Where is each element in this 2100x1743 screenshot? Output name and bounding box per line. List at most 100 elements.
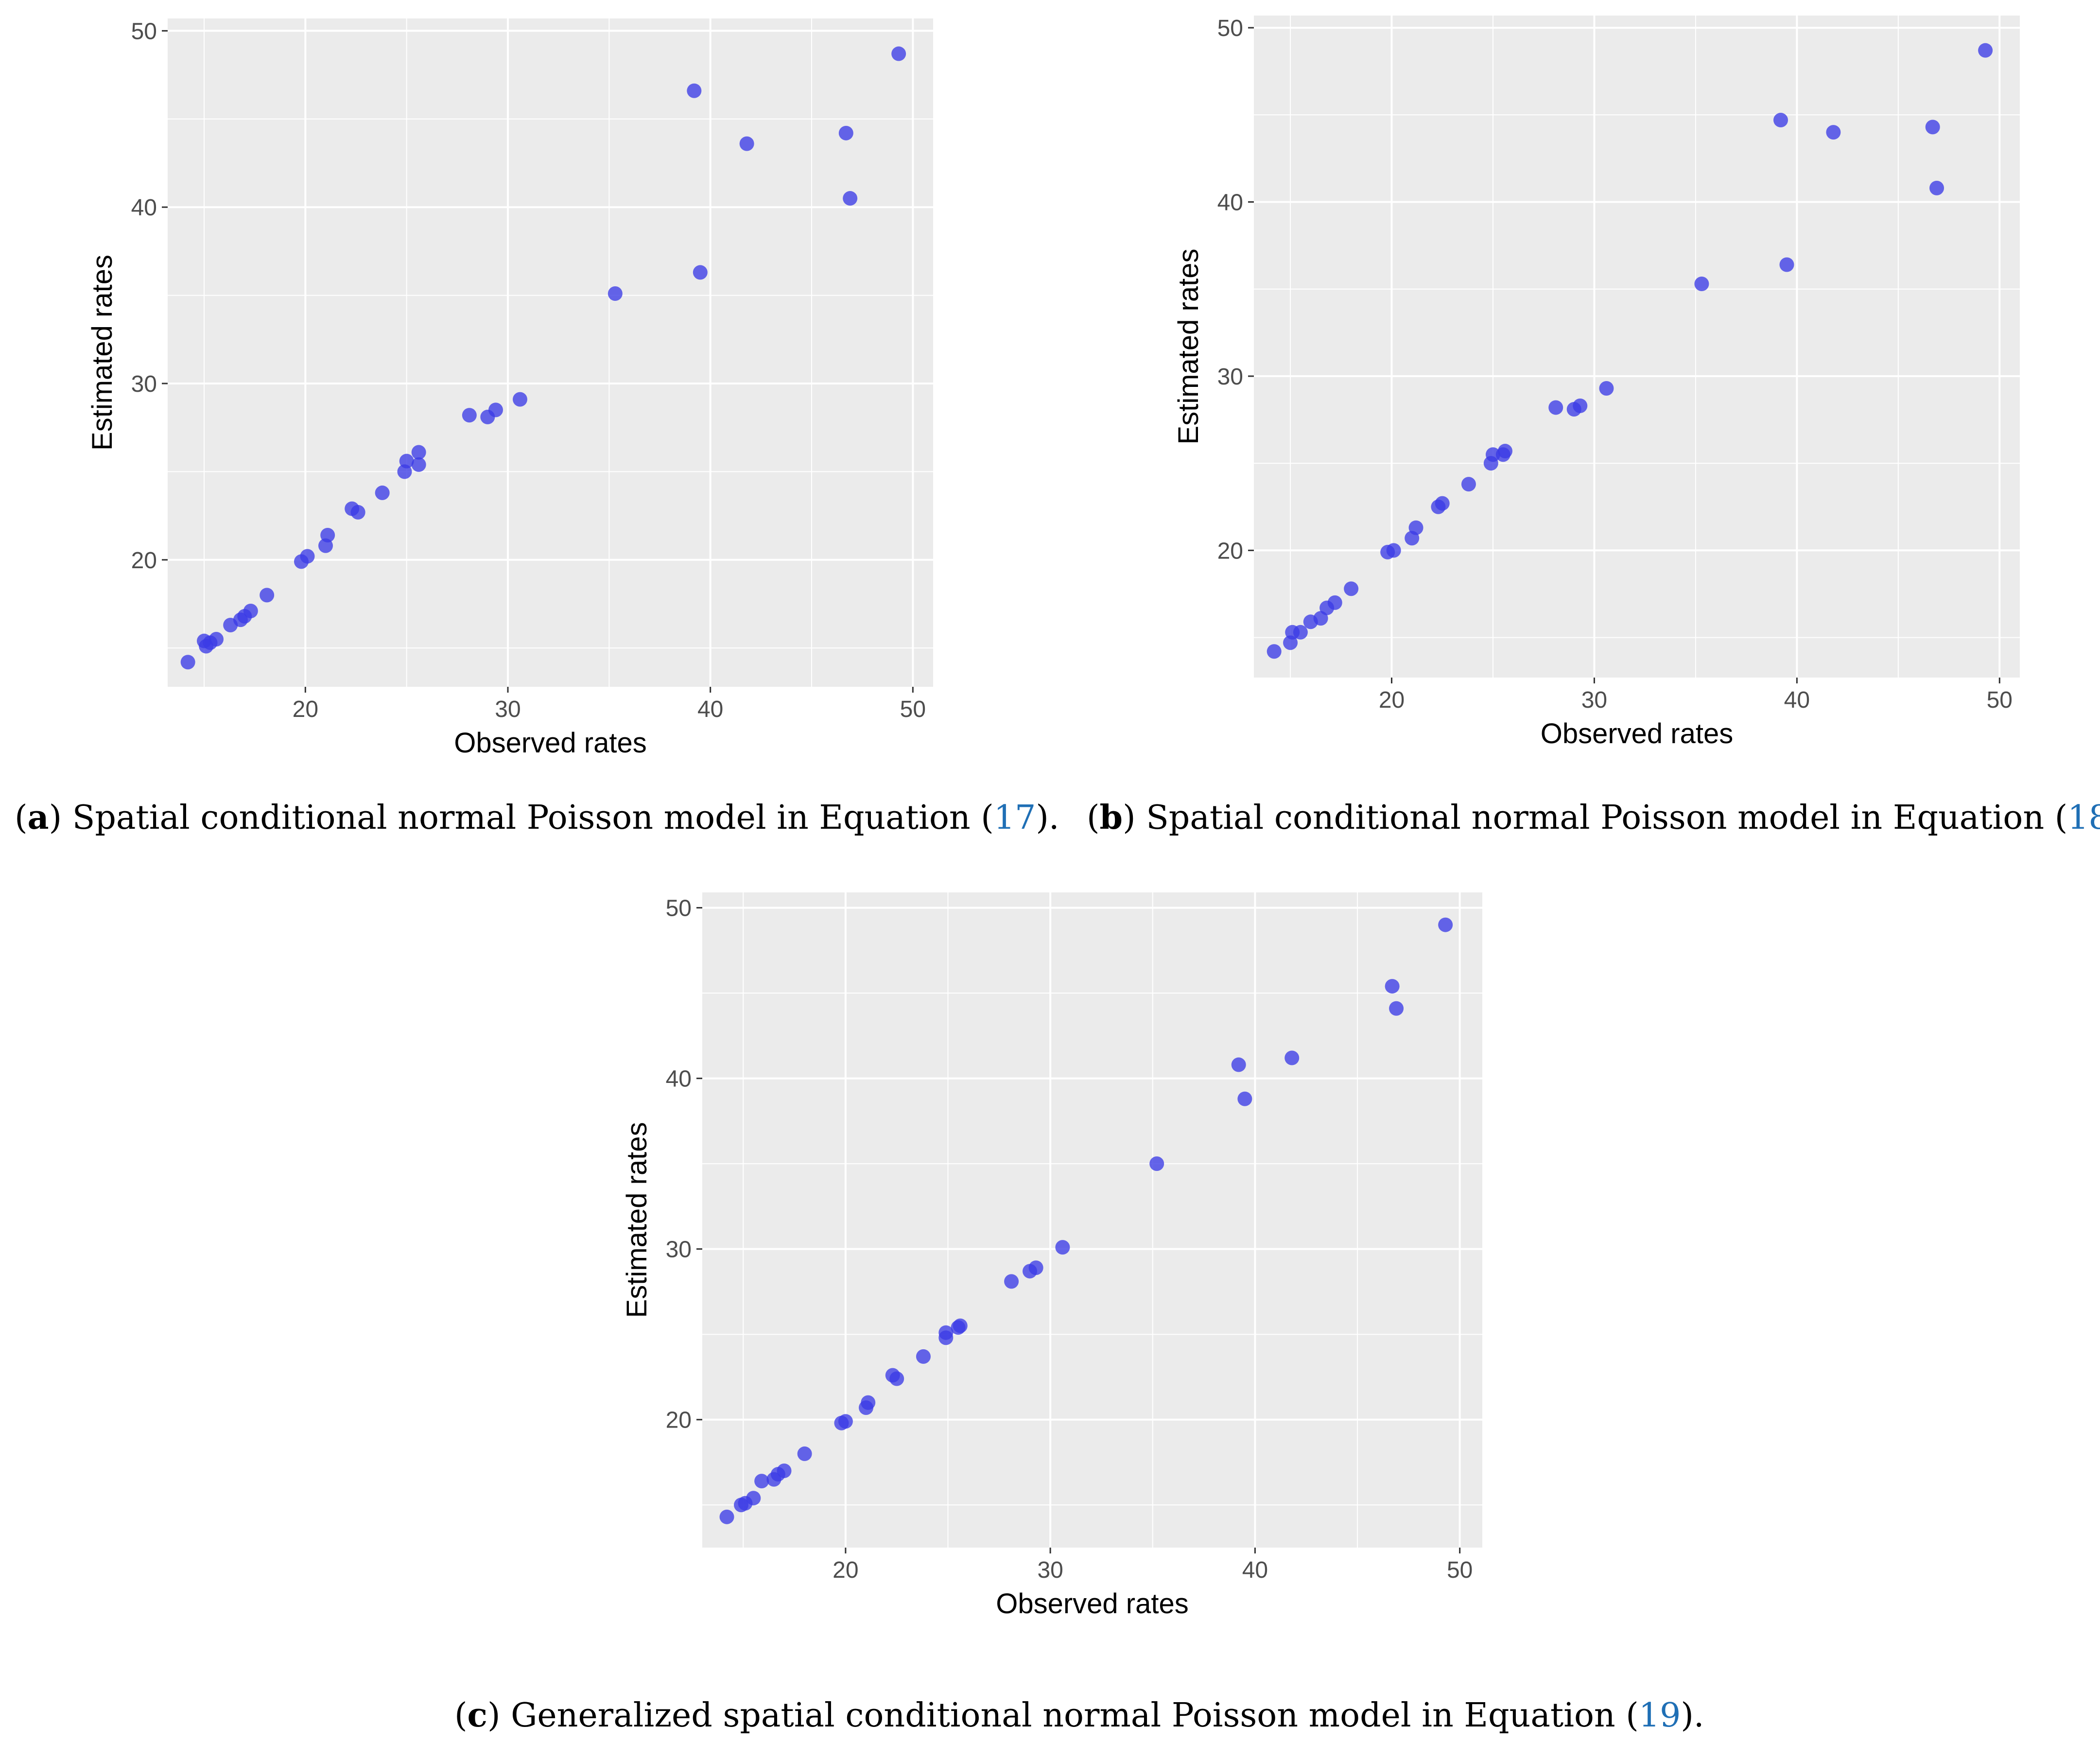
data-point <box>843 191 858 206</box>
data-point <box>754 1474 769 1489</box>
data-point <box>513 392 527 407</box>
data-point <box>1826 125 1841 140</box>
data-point <box>938 1325 954 1340</box>
data-point <box>861 1395 876 1410</box>
y-axis-title: Estimated rates <box>1173 249 1204 445</box>
data-point <box>180 655 195 670</box>
y-tick-label: 40 <box>666 1066 692 1092</box>
y-tick-label: 40 <box>131 195 157 221</box>
x-tick-label: 40 <box>697 697 723 722</box>
data-point <box>739 136 754 151</box>
data-point <box>1438 917 1453 932</box>
data-point <box>1573 398 1588 413</box>
caption-a: (a) Spatial conditional normal Poisson m… <box>15 798 1059 837</box>
scatter-plot-a: 20 30 40 50 20 30 40 50 Observed rates Estimated … <box>87 18 933 759</box>
data-point <box>1293 625 1308 640</box>
caption-c: (c) Generalized spatial conditional norm… <box>454 1696 1704 1735</box>
data-point <box>1055 1240 1070 1255</box>
data-point <box>1773 113 1788 128</box>
data-point <box>1149 1156 1164 1171</box>
data-point <box>693 265 708 280</box>
data-point <box>1548 400 1563 415</box>
x-tick-label: 20 <box>1379 687 1405 713</box>
data-point <box>300 549 315 564</box>
data-point <box>1461 477 1476 492</box>
y-tick-label: 50 <box>131 18 157 44</box>
y-axis-title: Estimated rates <box>87 255 118 451</box>
data-point <box>1028 1260 1043 1275</box>
data-point <box>1344 581 1359 596</box>
data-point <box>1408 520 1423 535</box>
data-point <box>1485 447 1500 462</box>
plot-background <box>1254 16 2020 678</box>
plot-background <box>168 18 933 687</box>
data-point <box>746 1491 761 1506</box>
x-axis-title: Observed rates <box>996 1588 1189 1620</box>
data-point <box>1497 444 1512 459</box>
y-tick-label: 20 <box>666 1408 692 1433</box>
data-point <box>607 286 623 301</box>
data-point <box>838 125 853 140</box>
data-point <box>462 408 477 423</box>
y-tick-label: 30 <box>1217 364 1243 390</box>
y-tick-label: 30 <box>666 1237 692 1263</box>
data-point <box>1435 496 1450 511</box>
data-point <box>411 457 426 472</box>
data-point <box>916 1349 931 1364</box>
data-point <box>1925 120 1940 135</box>
x-tick-label: 30 <box>1037 1557 1063 1583</box>
plot-background <box>702 892 1482 1548</box>
data-point <box>1694 276 1709 291</box>
data-point <box>687 83 702 98</box>
data-point <box>889 1371 904 1386</box>
x-tick-label: 50 <box>1987 687 2013 713</box>
data-point <box>891 46 906 61</box>
data-point <box>797 1446 812 1461</box>
data-point <box>243 603 258 618</box>
equation-ref-17[interactable]: 17 <box>993 799 1036 837</box>
data-point <box>838 1414 853 1429</box>
data-point <box>209 632 224 647</box>
data-point <box>1231 1057 1246 1072</box>
equation-ref-18[interactable]: 18 <box>2067 799 2100 837</box>
x-tick-label: 40 <box>1784 687 1810 713</box>
data-point <box>399 453 414 469</box>
data-point <box>1978 43 1993 58</box>
data-point <box>1599 381 1614 396</box>
data-point <box>953 1318 968 1333</box>
data-point <box>1237 1091 1252 1106</box>
data-point <box>260 588 275 603</box>
data-point <box>1004 1274 1019 1289</box>
x-axis-title: Observed rates <box>454 727 647 759</box>
data-point <box>1389 1001 1404 1016</box>
data-point <box>488 402 503 418</box>
data-point <box>411 445 426 460</box>
y-axis-title: Estimated rates <box>621 1122 653 1318</box>
x-tick-label: 20 <box>833 1557 858 1583</box>
x-tick-label: 40 <box>1242 1557 1268 1583</box>
data-point <box>719 1509 734 1524</box>
y-tick-label: 20 <box>131 548 157 574</box>
x-axis-title: Observed rates <box>1541 718 1734 749</box>
caption-b: (b) Spatial conditional normal Poisson m… <box>1087 801 2100 835</box>
data-point <box>1779 257 1794 272</box>
y-tick-label: 40 <box>1217 190 1243 216</box>
x-tick-label: 30 <box>495 697 521 722</box>
y-tick-label: 30 <box>131 371 157 397</box>
data-point <box>1327 595 1342 610</box>
x-tick-label: 50 <box>900 697 926 722</box>
data-point <box>350 505 365 520</box>
y-tick-label: 20 <box>1217 538 1243 564</box>
data-point <box>1267 644 1282 659</box>
x-tick-label: 30 <box>1581 687 1607 713</box>
data-point <box>777 1464 792 1479</box>
data-point <box>1385 979 1400 994</box>
scatter-plot-c: 20 30 40 50 20 30 40 50 Observed rates Estimated … <box>621 892 1482 1620</box>
data-point <box>375 485 390 500</box>
data-point <box>320 527 335 542</box>
y-tick-label: 50 <box>1217 16 1243 41</box>
data-point <box>1284 1050 1300 1065</box>
scatter-plot-b: 20 30 40 50 20 30 40 50 Observed rates Estimated … <box>1173 16 2020 749</box>
equation-ref-19[interactable]: 19 <box>1638 1696 1681 1735</box>
y-tick-label: 50 <box>666 896 692 922</box>
